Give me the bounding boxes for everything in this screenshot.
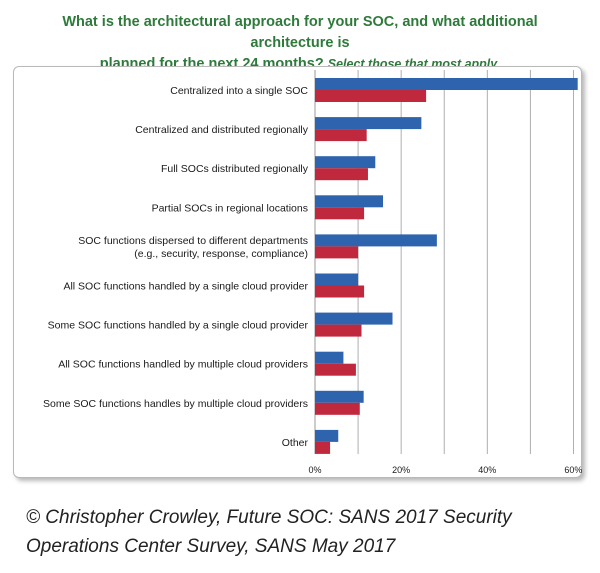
- bar-series2-3: [315, 207, 365, 220]
- bar-series2-2: [315, 168, 368, 181]
- bar-series2-8: [315, 402, 360, 415]
- category-label: Centralized and distributed regionally: [135, 124, 309, 136]
- category-label: Other: [282, 437, 309, 449]
- category-label: Full SOCs distributed regionally: [161, 163, 309, 175]
- category-label: Centralized into a single SOC: [170, 85, 308, 97]
- tick-label: 40%: [478, 465, 496, 475]
- bar-series1-4: [315, 234, 437, 247]
- bars: [315, 78, 578, 454]
- tick-label: 20%: [392, 465, 410, 475]
- category-label: All SOC functions handled by multiple cl…: [58, 359, 308, 371]
- category-labels: Centralized into a single SOC Centralized…: [43, 85, 309, 449]
- bar-series1-6: [315, 312, 393, 325]
- bar-series1-0: [315, 78, 578, 90]
- category-label: Some SOC functions handles by multiple c…: [43, 398, 308, 410]
- bar-series1-2: [315, 156, 376, 169]
- bar-series2-7: [315, 363, 356, 376]
- category-label: SOC functions dispersed to different dep…: [78, 235, 308, 247]
- bar-series1-3: [315, 195, 384, 208]
- bar-series1-1: [315, 117, 422, 130]
- bar-series1-7: [315, 351, 344, 364]
- bar-series2-6: [315, 324, 362, 337]
- chart-title-line1: What is the architectural approach for y…: [62, 14, 538, 51]
- category-label: Some SOC functions handled by a single c…: [48, 320, 309, 332]
- category-label: Partial SOCs in regional locations: [152, 202, 308, 214]
- bar-chart: Centralized into a single SOC Centralized…: [43, 70, 582, 475]
- source-caption: © Christopher Crowley, Future SOC: SANS …: [26, 503, 596, 561]
- tick-label: 0%: [308, 465, 321, 475]
- tick-labels: 0% 20% 40% 60%: [308, 465, 582, 475]
- bar-series1-9: [315, 429, 339, 442]
- gridlines: [314, 70, 574, 454]
- bar-series1-5: [315, 273, 359, 286]
- bar-series2-4: [315, 246, 359, 259]
- tick-label: 60%: [564, 465, 582, 475]
- chart-frame: Centralized into a single SOC Centralized…: [13, 66, 582, 478]
- caption-line1: © Christopher Crowley, Future SOC: SANS …: [26, 507, 512, 528]
- bar-series2-0: [315, 90, 427, 102]
- bar-series1-8: [315, 390, 364, 403]
- bar-series2-1: [315, 129, 367, 142]
- bar-series2-5: [315, 285, 365, 298]
- category-label: (e.g., security, response, compliance): [134, 248, 308, 260]
- bar-series2-9: [315, 441, 331, 454]
- caption-line2: Operations Center Survey, SANS May 2017: [26, 536, 396, 557]
- category-label: All SOC functions handled by a single cl…: [63, 281, 308, 293]
